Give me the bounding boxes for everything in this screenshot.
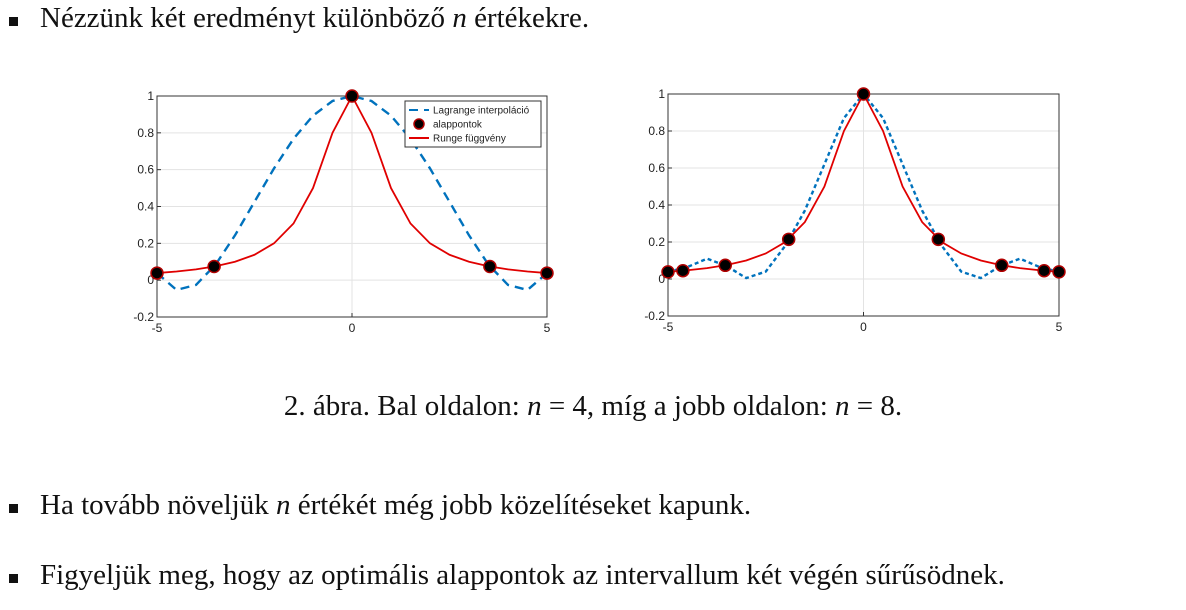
data-point [994, 258, 1009, 273]
bullet-marker [9, 17, 18, 26]
y-tick-label: -0.2 [133, 310, 154, 324]
data-point [856, 87, 871, 101]
text: 2. ábra. Bal oldalon: [283, 390, 528, 422]
text: = 8. [849, 390, 903, 422]
math: n [452, 2, 467, 34]
x-tick-label: -5 [663, 320, 674, 334]
legend-marker [413, 118, 425, 130]
math: n [835, 390, 850, 422]
y-tick-label: 0.4 [137, 200, 154, 214]
x-tick-label: 5 [1056, 320, 1063, 334]
legend-label: Runge függvény [433, 134, 506, 145]
data-point [661, 265, 675, 279]
data-point [931, 232, 946, 247]
y-tick-label: -0.2 [644, 309, 665, 323]
y-tick-label: 1 [658, 87, 665, 101]
math: n [275, 489, 291, 521]
data-point [781, 232, 796, 247]
text: értékekre. [466, 2, 590, 34]
y-tick-label: 0.2 [137, 236, 154, 250]
bullet-marker [9, 504, 18, 513]
text: Figyeljük meg, hogy az optimális alappon… [40, 559, 1005, 591]
bullet-marker [9, 574, 18, 583]
text: Ha tovább növeljük [40, 489, 276, 521]
x-tick-label: -5 [152, 321, 163, 335]
bullet: Ha tovább növeljük n értékét még jobb kö… [40, 489, 751, 522]
y-tick-label: 0.8 [648, 124, 665, 138]
data-point [1052, 265, 1066, 279]
y-tick-label: 0.6 [648, 161, 665, 175]
y-tick-label: 0.6 [137, 163, 154, 177]
text: = 4, míg a jobb oldalon: [541, 390, 836, 422]
data-point [150, 266, 164, 280]
y-tick-label: 0 [147, 273, 154, 287]
data-point [345, 89, 359, 103]
legend-box [404, 100, 542, 148]
text: Nézzünk két eredményt különböző [40, 2, 453, 34]
data-point [540, 266, 554, 280]
caption: 2. ábra. Bal oldalon: n = 4, míg a jobb … [0, 390, 1186, 423]
data-point [207, 259, 221, 274]
data-point [483, 259, 497, 274]
data-point [718, 258, 733, 273]
y-tick-label: 1 [147, 89, 154, 103]
y-tick-label: 0.8 [137, 126, 154, 140]
x-tick-label: 0 [349, 321, 356, 335]
y-tick-label: 0.4 [648, 198, 665, 212]
y-tick-label: 0.2 [648, 235, 665, 249]
text: értékét még jobb közelítéseket kapunk. [290, 489, 752, 521]
bullet: Figyeljük meg, hogy az optimális alappon… [40, 559, 1005, 592]
data-point [676, 263, 690, 278]
x-tick-label: 5 [544, 321, 551, 335]
math: n [527, 390, 542, 422]
bullet: Nézzünk két eredményt különböző n értéke… [40, 2, 589, 35]
legend-label: alappontok [433, 120, 483, 131]
legend-label: Lagrange interpoláció [433, 106, 530, 117]
data-point [1037, 263, 1051, 278]
y-tick-label: 0 [658, 272, 665, 286]
x-tick-label: 0 [860, 320, 867, 334]
charts: -0.2 0 0.2 0.4 0.6 0.8 1 -5 0 5 Lagrange interpolá… [133, 87, 1066, 335]
